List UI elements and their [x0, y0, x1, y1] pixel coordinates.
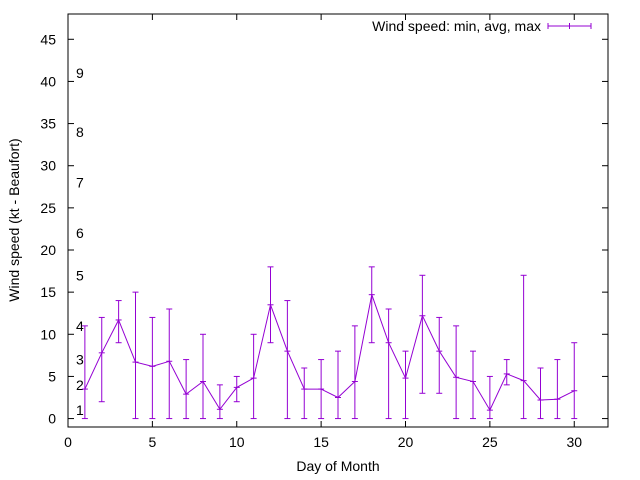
y-tick-label: 25	[40, 200, 56, 216]
beaufort-label: 2	[76, 377, 84, 393]
y-tick-label: 30	[40, 158, 56, 174]
y-axis-label: Wind speed (kt - Beaufort)	[6, 138, 22, 301]
x-tick-label: 30	[566, 434, 582, 450]
x-tick-label: 10	[229, 434, 245, 450]
chart-marks: 1 2 3 4 5 6 7 8 9	[76, 65, 578, 420]
beaufort-label: 9	[76, 65, 84, 81]
beaufort-label: 1	[76, 402, 84, 418]
y-tick-label: 0	[48, 411, 56, 427]
beaufort-label: 4	[76, 318, 84, 334]
average-line	[84, 292, 575, 412]
beaufort-label: 5	[76, 267, 84, 283]
x-tick-label: 25	[482, 434, 498, 450]
plot-frame	[67, 13, 609, 428]
x-tick-label: 20	[398, 434, 414, 450]
x-tick-label: 5	[148, 434, 156, 450]
y-tick-label: 5	[48, 368, 56, 384]
y-tick-label: 15	[40, 284, 56, 300]
y-tick-label: 20	[40, 242, 56, 258]
y-tick-label: 40	[40, 73, 56, 89]
beaufort-label: 8	[76, 124, 84, 140]
beaufort-label: 7	[76, 175, 84, 191]
beaufort-label: 3	[76, 352, 84, 368]
legend-label: Wind speed: min, avg, max	[372, 18, 541, 34]
y-tick-label: 10	[40, 326, 56, 342]
legend-key	[547, 23, 592, 29]
x-axis-label: Day of Month	[296, 458, 379, 474]
x-tick-label: 0	[64, 434, 72, 450]
x-tick-label: 15	[313, 434, 329, 450]
legend: Wind speed: min, avg, max	[372, 18, 592, 34]
y-tick-label: 35	[40, 116, 56, 132]
beaufort-label: 6	[76, 225, 84, 241]
y-tick-label: 45	[40, 31, 56, 47]
